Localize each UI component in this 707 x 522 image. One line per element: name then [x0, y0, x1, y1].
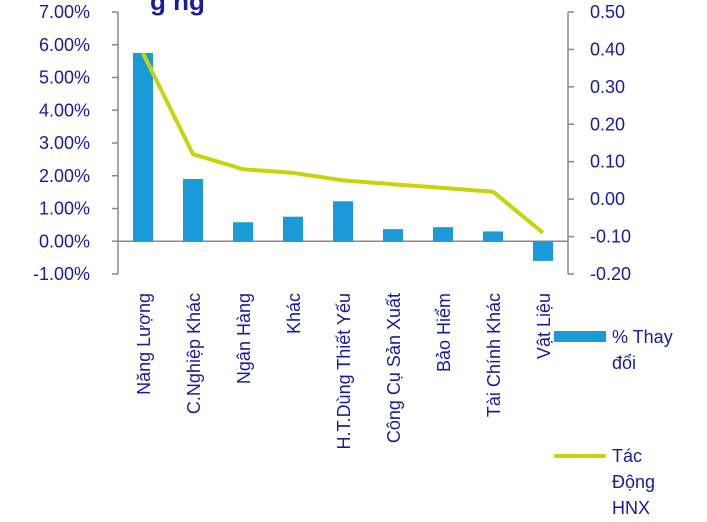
- category-label: Tài Chính Khác: [484, 293, 504, 417]
- bar: [333, 201, 353, 242]
- category-label: Vật Liệu: [534, 293, 554, 359]
- bar: [533, 241, 553, 261]
- right-tick-label: 0.10: [590, 152, 625, 172]
- legend-label-line-cont: Động: [612, 472, 655, 492]
- axes: 7.00% 6.00% 5.00% 4.00% 3.00% 2.00% 1.00% 0.00%…: [33, 2, 631, 284]
- right-tick-label: 0.50: [590, 2, 625, 22]
- legend-swatch-bar: [554, 331, 606, 342]
- right-tick-label: -0.20: [590, 264, 631, 284]
- right-tick-label: -0.10: [590, 227, 631, 247]
- category-label: C.Nghiệp Khác: [184, 293, 204, 414]
- category-label: H.T.Dùng Thiết Yếu: [334, 293, 354, 449]
- legend-label-bar: % Thay: [612, 327, 673, 347]
- legend-label-line-cont2: HNX: [612, 498, 650, 518]
- line-series: [141, 52, 545, 235]
- right-tick-label: 0.00: [590, 189, 625, 209]
- bar: [183, 179, 203, 242]
- right-tick-label: 0.30: [590, 77, 625, 97]
- chart-title-text: g ng: [150, 0, 205, 16]
- chart-title-fragment: g ng: [150, 0, 205, 16]
- impact-line: [141, 52, 545, 235]
- left-tick-label: 1.00%: [39, 199, 90, 219]
- legend-label-line: Tác: [612, 446, 642, 466]
- left-tick-label: 2.00%: [39, 166, 90, 186]
- left-tick-label: 7.00%: [39, 2, 90, 22]
- bar: [433, 227, 453, 242]
- category-label: Ngân Hàng: [234, 293, 254, 384]
- bar: [283, 216, 303, 242]
- right-tick-label: 0.40: [590, 39, 625, 59]
- legend: % Thay đổi Tác Động HNX: [554, 327, 673, 518]
- bar: [233, 222, 253, 242]
- category-label: Công Cụ Sản Xuất: [384, 293, 404, 443]
- left-tick-label: 6.00%: [39, 35, 90, 55]
- left-tick-label: 4.00%: [39, 100, 90, 120]
- legend-label-bar-cont: đổi: [612, 353, 636, 373]
- bar: [133, 52, 153, 242]
- left-tick-label: 0.00%: [39, 231, 90, 251]
- left-tick-label: 5.00%: [39, 68, 90, 88]
- category-label: Năng Lượng: [134, 293, 154, 395]
- category-label: Khác: [284, 293, 304, 334]
- bar-series: [133, 52, 553, 261]
- bar: [483, 231, 503, 242]
- left-tick-label: -1.00%: [33, 264, 90, 284]
- right-tick-label: 0.20: [590, 114, 625, 134]
- category-labels: Năng Lượng C.Nghiệp Khác Ngân Hàng Khác H.T.…: [134, 293, 554, 449]
- category-label: Bảo Hiểm: [434, 293, 454, 372]
- left-tick-label: 3.00%: [39, 133, 90, 153]
- bar: [383, 229, 403, 242]
